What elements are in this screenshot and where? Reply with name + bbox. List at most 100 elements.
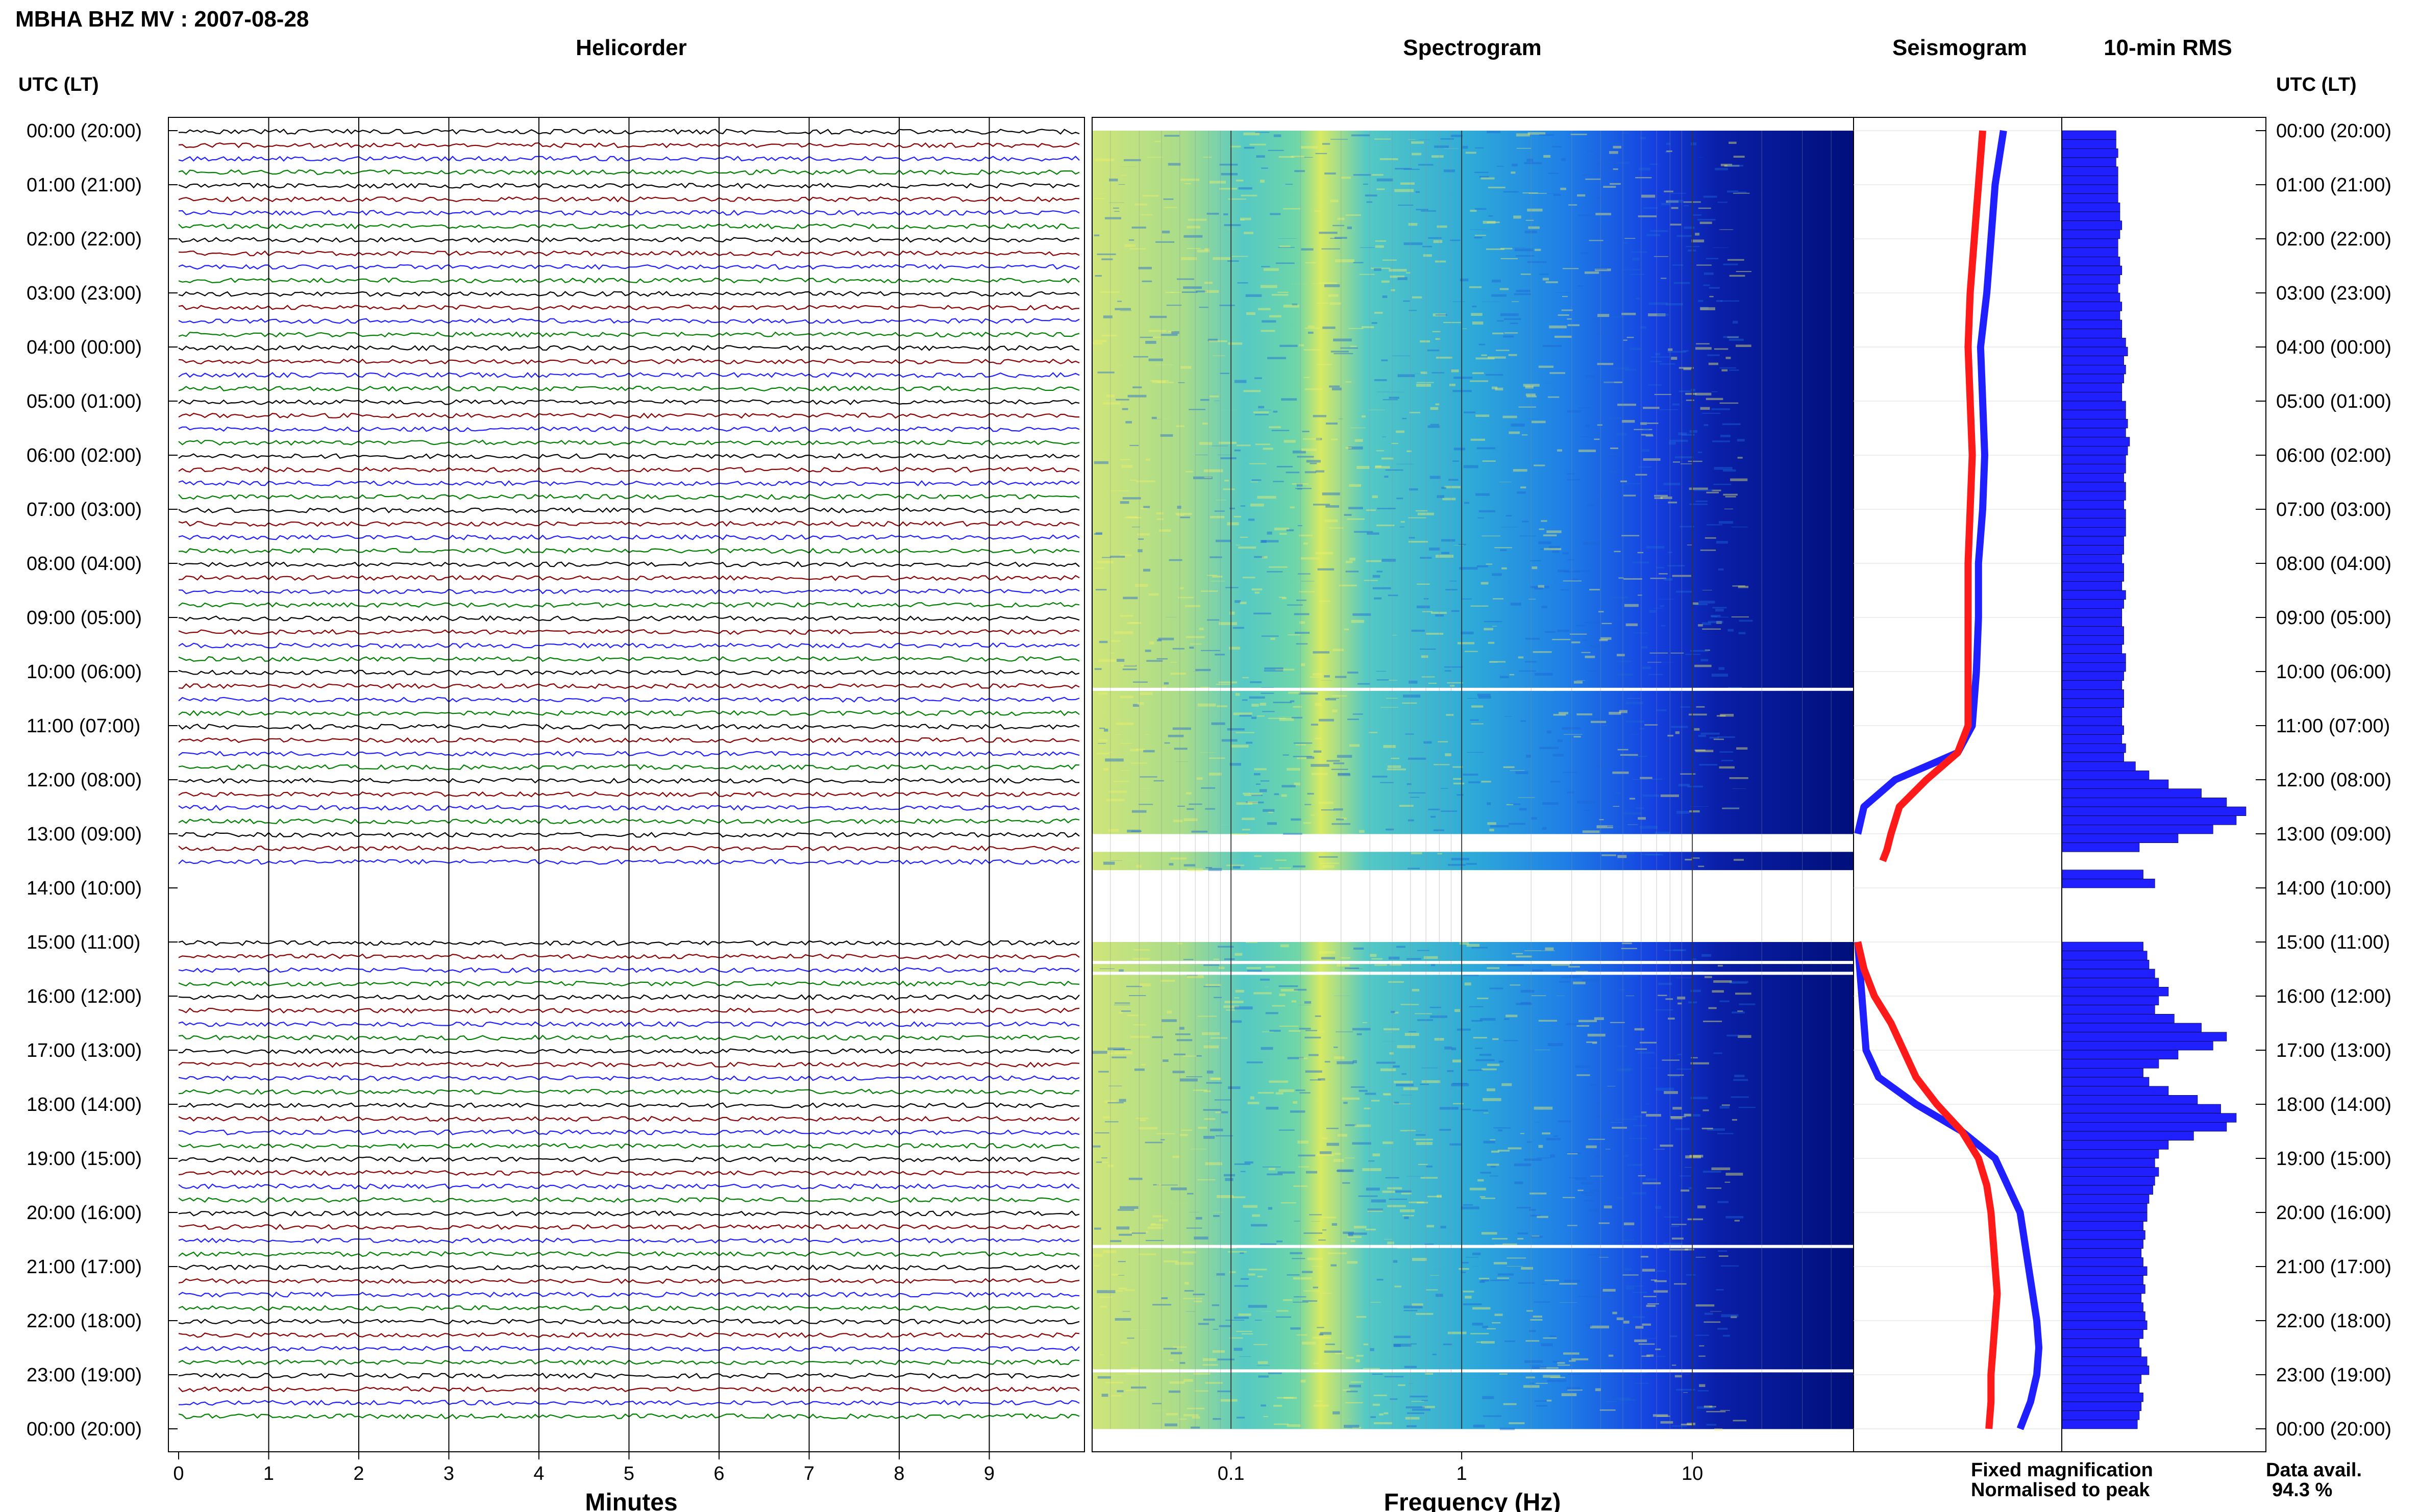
rms-bar <box>2061 292 2120 302</box>
rms-bar <box>2061 815 2237 825</box>
rms-bar <box>2061 157 2116 167</box>
rms-bar <box>2061 302 2122 311</box>
rms-bar <box>2061 563 2124 573</box>
data-availability-label: Data avail. <box>2266 1459 2362 1481</box>
time-label-left: 17:00 (13:00) <box>27 1040 142 1061</box>
rms-bar <box>2061 554 2122 564</box>
time-label-left: 10:00 (06:00) <box>27 661 142 683</box>
rms-bar <box>2061 1329 2143 1339</box>
seismogram-panel <box>1853 117 2062 1452</box>
rms-bar <box>2061 1212 2148 1222</box>
time-label-right: 10:00 (06:00) <box>2276 661 2391 683</box>
rms-bar <box>2061 356 2124 365</box>
rms-bar <box>2061 1410 2140 1420</box>
time-label-right: 06:00 (02:00) <box>2276 445 2391 466</box>
rms-bar <box>2061 1086 2169 1096</box>
rms-bar <box>2061 527 2126 537</box>
rms-bar <box>2061 581 2122 591</box>
rms-bar <box>2061 680 2122 690</box>
rms-bar <box>2061 176 2118 185</box>
rms-bar <box>2061 734 2122 744</box>
time-label-right: 07:00 (03:00) <box>2276 499 2391 520</box>
frequency-tick-label: 1 <box>1457 1463 1467 1484</box>
rms-bar <box>2061 879 2155 888</box>
time-label-right: 04:00 (00:00) <box>2276 337 2391 358</box>
rms-bar <box>2061 346 2128 356</box>
rms-bar <box>2061 806 2247 816</box>
helicorder-panel <box>168 117 1085 1452</box>
rms-bar <box>2061 1122 2227 1132</box>
rms-bar <box>2061 365 2126 375</box>
rms-bar <box>2061 319 2122 329</box>
rms-bar <box>2061 743 2126 753</box>
rms-bar <box>2061 1176 2155 1186</box>
time-label-left: 02:00 (22:00) <box>27 229 142 250</box>
rms-bar <box>2061 1194 2150 1204</box>
rms-bar <box>2061 1275 2143 1285</box>
time-label-left: 23:00 (19:00) <box>27 1365 142 1386</box>
minute-tick-label: 5 <box>624 1463 634 1484</box>
rms-bar <box>2061 545 2124 555</box>
rms-bar <box>2061 707 2122 717</box>
rms-bar <box>2061 410 2126 419</box>
rms-bar <box>2061 825 2213 834</box>
time-label-right: 20:00 (16:00) <box>2276 1202 2391 1224</box>
rms-bar <box>2061 1104 2221 1113</box>
time-label-left: 14:00 (10:00) <box>27 878 142 899</box>
minute-tick-label: 4 <box>533 1463 544 1484</box>
rms-bar <box>2061 455 2126 464</box>
rms-bar <box>2061 238 2118 248</box>
rms-bar <box>2061 211 2120 221</box>
rms-bar <box>2061 148 2118 158</box>
rms-bar <box>2061 725 2124 735</box>
time-label-left: 05:00 (01:00) <box>27 391 142 412</box>
frequency-tick-label: 0.1 <box>1218 1463 1245 1484</box>
minutes-axis-label: Minutes <box>585 1489 677 1512</box>
rms-bar <box>2061 1014 2175 1024</box>
rms-bar <box>2061 833 2179 843</box>
time-label-right: 18:00 (14:00) <box>2276 1094 2391 1116</box>
rms-bar <box>2061 536 2124 546</box>
rms-bar <box>2061 1005 2155 1014</box>
spectrogram-gap <box>1092 687 1854 691</box>
spectrogram-header: Spectrogram <box>1403 35 1541 60</box>
time-label-left: 09:00 (05:00) <box>27 607 142 629</box>
rms-bar <box>2061 1248 2142 1258</box>
time-label-right: 19:00 (15:00) <box>2276 1148 2391 1170</box>
seismogram-header: Seismogram <box>1892 35 2027 60</box>
rms-bar <box>2061 509 2126 518</box>
rms-bar <box>2061 1050 2179 1059</box>
rms-bar <box>2061 284 2118 293</box>
rms-bar <box>2061 870 2143 879</box>
rms-bar <box>2061 491 2126 501</box>
rms-bar <box>2061 1347 2142 1357</box>
time-label-left: 06:00 (02:00) <box>27 445 142 466</box>
rms-bar <box>2061 1140 2169 1150</box>
rms-bar <box>2061 1077 2150 1086</box>
rms-bar <box>2061 951 2148 960</box>
data-availability-value: 94.3 % <box>2272 1479 2332 1501</box>
x-axes: 0 1 2 3 4 5 6 7 8 9 0.1 1 10 <box>173 1452 1703 1484</box>
rms-bar <box>2061 1393 2143 1402</box>
minute-tick-label: 1 <box>263 1463 274 1484</box>
frequency-tick-label: 10 <box>1682 1463 1703 1484</box>
rms-bar <box>2061 230 2120 239</box>
rms-bar <box>2061 1339 2140 1348</box>
rms-bar <box>2061 635 2124 645</box>
time-axis-title-left: UTC (LT) <box>18 74 99 95</box>
rms-bar <box>2061 626 2124 636</box>
rms-bar <box>2061 761 2136 771</box>
helicorder-header: Helicorder <box>576 35 687 60</box>
time-label-right: 16:00 (12:00) <box>2276 986 2391 1007</box>
rms-bar <box>2061 1113 2237 1123</box>
time-label-left: 22:00 (18:00) <box>27 1310 142 1332</box>
legend-fixed-magnification: Fixed magnification <box>1971 1459 2153 1481</box>
time-label-right: 08:00 (04:00) <box>2276 553 2391 575</box>
time-label-right: 13:00 (09:00) <box>2276 824 2391 845</box>
spectrogram-rows <box>1092 131 1854 1431</box>
time-label-left: 12:00 (08:00) <box>27 770 142 791</box>
helicorder-frame <box>168 117 1085 1452</box>
time-label-right: 11:00 (07:00) <box>2276 715 2390 737</box>
rms-bar <box>2061 1284 2145 1294</box>
